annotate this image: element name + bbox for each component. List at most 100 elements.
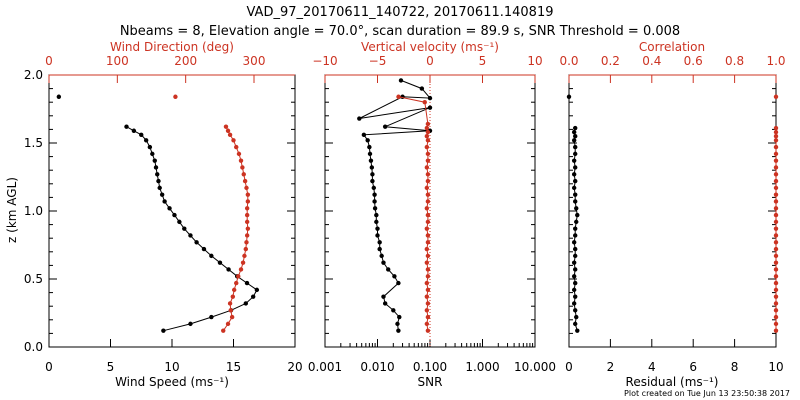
panel-snr-series-0-point xyxy=(367,151,373,157)
panel-snr-series-0-point xyxy=(365,138,370,143)
panel-wind-series-0-point xyxy=(217,260,223,265)
panel-residual-corr: 0 2 4 6 8 10 0.0 0.2 0.4 0.6 0.8 1.0 Correlation Re… xyxy=(559,40,785,389)
panel-resid-series-1-point xyxy=(773,94,779,99)
panel-snr-xtick-label: 1.000 xyxy=(465,360,499,374)
panel-resid-series-0-point xyxy=(573,125,578,131)
panel-wind-series-1-point xyxy=(234,144,239,150)
panel-wind-series-0-point xyxy=(162,199,167,204)
panel-wind-series-0-point xyxy=(167,206,172,211)
panel-wind-series-0-point xyxy=(139,132,144,138)
panel-wind-series-0-point xyxy=(188,233,193,238)
panel-snr-series-0-point xyxy=(396,328,401,333)
figure-title-line2: Nbeams = 8, Elevation angle = 70.0°, sca… xyxy=(120,24,680,39)
panel-snr-series-0-point xyxy=(398,78,404,83)
panel-resid-series-0-point xyxy=(571,274,577,279)
panel-wind-series-0-point xyxy=(201,246,207,252)
panel-snr-series-0-point xyxy=(361,132,367,138)
panel-resid-xtick-label: 4 xyxy=(648,360,656,374)
panel-wind-series-1-point xyxy=(223,124,229,129)
panel-snr-series-0-point xyxy=(371,185,376,191)
panel-snr-series-1-point xyxy=(425,121,431,127)
panel-resid-series-0-point xyxy=(573,144,578,150)
panel-wind-series-0-point xyxy=(153,165,159,170)
panel-resid-series-0-point xyxy=(573,165,578,170)
panel-snr-series-0-point xyxy=(370,178,375,184)
panel-wind-series-0-point xyxy=(152,158,157,163)
panel-wind-series-0-point xyxy=(147,144,153,150)
panel-wind-series-1-point xyxy=(240,260,246,265)
panel-wind-series-0-point xyxy=(124,124,129,129)
panel-resid-series-1-point xyxy=(773,240,779,245)
panel-wind-x2tick-label: 300 xyxy=(243,54,266,68)
panel-wind-series-1-point xyxy=(244,219,250,225)
panel-resid-series-1-point xyxy=(773,212,779,218)
panel-wind-series-1-point xyxy=(231,138,236,143)
panel-snr-xtick-label: 0.001 xyxy=(308,360,342,374)
panel-snr-series-1-point xyxy=(425,314,431,320)
panel-wind-series-1-point xyxy=(231,287,237,293)
panel-snr-series-0-point xyxy=(397,314,402,320)
panel-snr-xtick-label: 10.000 xyxy=(514,360,556,374)
panel-snr-series-1-point xyxy=(425,212,431,218)
panel-wind-series-0-point xyxy=(161,328,166,333)
panel-resid-series-0-point xyxy=(571,301,577,306)
panel-resid-x2tick-label: 0.2 xyxy=(601,54,620,68)
panel-snr-x2tick-label: 0 xyxy=(426,54,434,68)
panel-snr-xtick-label: 0.100 xyxy=(413,360,447,374)
panel-snr-series-0-point xyxy=(372,206,378,211)
panel-resid-xtick-label: 6 xyxy=(689,360,697,374)
panel-wind-xtick-label: 0 xyxy=(45,360,53,374)
panel-wind-series-1-point xyxy=(244,233,250,238)
panel-wind-series-1-point xyxy=(242,253,247,259)
panel-snr-series-0-point xyxy=(427,95,433,101)
panel-resid-series-1-point xyxy=(773,134,779,139)
panel-snr-series-0-point xyxy=(357,116,362,121)
panel-resid-series-1-point xyxy=(773,178,779,184)
panel-snr-series-0-point xyxy=(396,280,401,286)
panel-resid-series-1-point xyxy=(773,138,779,143)
panel-snr-series-0-point xyxy=(374,212,379,218)
panel-resid-series-0-point xyxy=(573,280,578,286)
panel-wind-series-1-point xyxy=(227,132,233,138)
panel-resid-series-0-point xyxy=(571,185,577,191)
panel-wind-series-0-point xyxy=(254,287,260,293)
panel-resid-series-0-point xyxy=(573,134,578,139)
panel-resid-series-1-point xyxy=(773,129,779,135)
panel-snr-series-0-point xyxy=(391,308,396,313)
panel-snr-series-1-point xyxy=(425,240,431,245)
panel-snr-series-1-point xyxy=(425,267,431,272)
panel-resid-xtick-label: 8 xyxy=(731,360,739,374)
panel-snr-series-1-point xyxy=(425,138,431,143)
panel-wind-series-0-line xyxy=(126,126,258,332)
panel-resid-x2tick-label: 0.8 xyxy=(725,54,744,68)
panel-wind-xtick-label: 20 xyxy=(287,360,302,374)
panel-wind-series-0-point xyxy=(155,172,160,177)
panel-snr-series-1-point xyxy=(425,219,431,225)
panel-resid-series-1-point xyxy=(773,267,779,272)
panel-resid-series-1-point xyxy=(773,308,779,313)
panel-resid-series-0-point xyxy=(573,199,578,204)
panel-wind-series-0-point xyxy=(226,267,231,272)
panel-resid-series-0-point xyxy=(574,206,579,211)
panel-snr-series-1-point xyxy=(425,233,431,238)
panel-wind-series-0-point xyxy=(209,253,214,259)
panel-snr-series-0-point xyxy=(372,192,377,197)
panel-resid-series-1-point xyxy=(773,226,779,231)
panel-resid-series-0-point xyxy=(571,138,577,143)
panel-wind-series-1-point xyxy=(245,226,251,231)
y-axis-label: z (km AGL) xyxy=(5,177,19,243)
panel-snr-x2tick-label: −5 xyxy=(369,54,387,68)
y-tick-label: 0.0 xyxy=(24,340,43,354)
y-tick-label: 0.5 xyxy=(24,272,43,286)
panel-snr-series-1-point xyxy=(422,100,427,105)
panel-resid-marks: 0 2 4 6 8 10 0.0 0.2 0.4 0.6 0.8 1.0 xyxy=(559,54,785,374)
panel-resid-series-1-point xyxy=(773,219,779,225)
panel-snr-series-0-point xyxy=(382,301,388,306)
panel-resid-series-0-point xyxy=(571,172,577,177)
footer-plot-created: Plot created on Tue Jun 13 23:50:38 2017 xyxy=(624,389,790,398)
panel-wind-series-1-point xyxy=(245,199,251,204)
panel-resid-x2tick-label: 0.6 xyxy=(684,54,703,68)
panel-resid-series-0-point xyxy=(573,267,578,272)
panel-snr-series-1-point xyxy=(396,94,401,99)
panel-wind-bottom-label: Wind Speed (ms⁻¹) xyxy=(115,375,229,389)
